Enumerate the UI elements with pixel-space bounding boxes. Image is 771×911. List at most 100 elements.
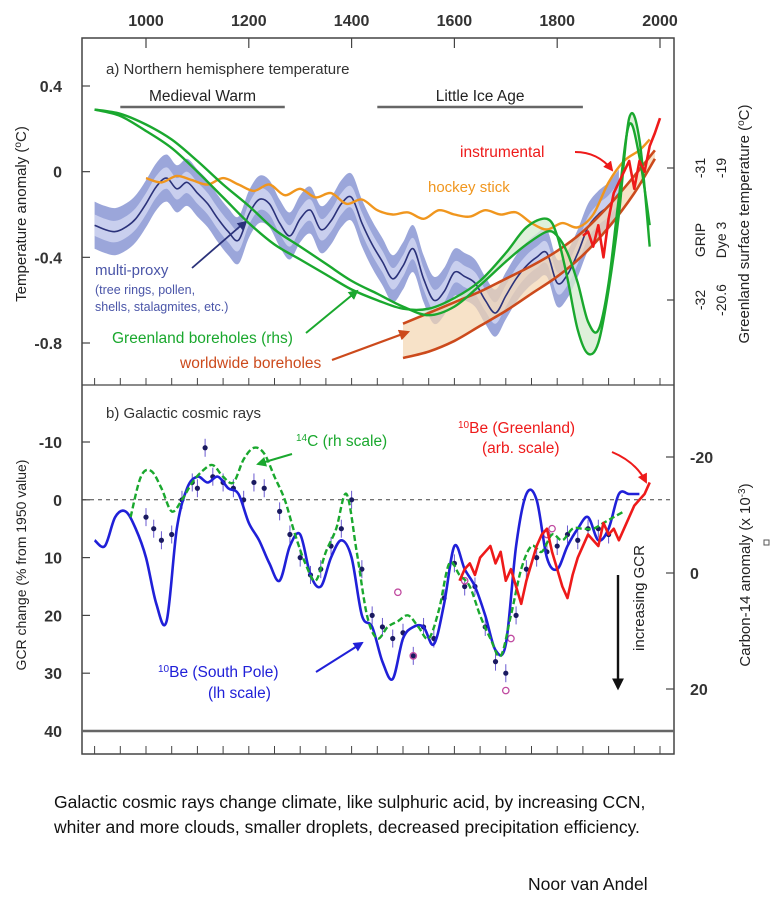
arrow-greenland <box>305 289 359 334</box>
x-axis-top: 1000 1200 1400 1600 1800 2000 <box>94 13 678 754</box>
b-ytick-label-20: 20 <box>44 608 62 625</box>
panel-a-plot <box>94 108 662 360</box>
data-point <box>277 508 283 514</box>
label-multi-proxy-detail-2: shells, stalagmites, etc.) <box>95 300 228 314</box>
period-label-1: Little Ice Age <box>436 88 525 105</box>
dye3-label: Dye 3 <box>713 222 729 259</box>
marker-point-0 <box>409 652 418 660</box>
label-hockey-stick: hockey stick <box>428 179 510 196</box>
panel-b-title: b) Galactic cosmic rays <box>106 405 261 422</box>
label-greenland-boreholes: Greenland boreholes (rhs) <box>112 330 293 347</box>
b-rtick-label-20: 20 <box>690 682 708 699</box>
data-point <box>202 445 208 451</box>
data-point <box>359 566 365 572</box>
worldwide-boreholes-upper <box>402 149 656 325</box>
x-tick-label-1000: 1000 <box>128 13 164 30</box>
panel-a-arrows <box>191 151 614 362</box>
b-ytick-label-30: 30 <box>44 666 62 683</box>
b-ytick-label-10: 10 <box>44 551 62 568</box>
panel-b-ylabel: GCR change (% from 1950 value) <box>13 460 29 671</box>
data-point <box>462 583 468 590</box>
c14-line <box>129 446 625 658</box>
data-point <box>143 514 149 520</box>
data-point <box>523 566 529 572</box>
x-tick-label-1800: 1800 <box>539 13 575 30</box>
marker-point-6 <box>460 576 469 585</box>
x-tick-label-1600: 1600 <box>437 13 473 30</box>
data-point <box>169 531 175 538</box>
data-point <box>534 555 540 561</box>
be10-south-pole-line <box>93 475 640 682</box>
label-multi-proxy-detail-1: (tree rings, pollen, <box>95 283 195 297</box>
grip-tick-bottom: -32 <box>692 290 708 310</box>
x-tick-label-1400: 1400 <box>334 13 370 30</box>
marker-point-5 <box>548 524 556 533</box>
x-tick-label-2000: 2000 <box>642 13 678 30</box>
period-label-0: Medieval Warm <box>149 88 256 105</box>
data-point <box>158 537 165 543</box>
marker-point-1 <box>394 588 402 597</box>
data-point <box>194 485 200 491</box>
instrumental-line <box>582 117 662 259</box>
label-increasing-gcr: increasing GCR <box>631 545 648 651</box>
b-ytick-label--10: -10 <box>39 435 62 452</box>
hockey-stick-line <box>145 138 651 231</box>
label-c14: 14C (rh scale) <box>296 433 387 451</box>
grip-label: GRIP <box>692 223 708 257</box>
label-be10-south-pole-scale: (lh scale) <box>208 685 271 702</box>
edge-marker <box>763 539 770 546</box>
b-rtick-label-0: 0 <box>690 566 699 583</box>
panel-b-plot <box>93 438 651 695</box>
panel-a-temperature: a) Northern hemisphere temperature Medie… <box>13 61 754 372</box>
data-point <box>503 670 509 676</box>
arrow-worldwide <box>331 329 411 362</box>
figure-frame <box>81 37 675 755</box>
label-multi-proxy: multi-proxy <box>95 262 169 279</box>
label-worldwide-boreholes: worldwide boreholes <box>179 355 322 372</box>
label-be10-south-pole: 10Be (South Pole) <box>158 664 279 682</box>
dye3-tick-top: -19 <box>713 158 729 178</box>
panel-b-rhs-ticks: -20 0 20 <box>666 450 713 699</box>
dye3-tick-bottom: -20.6 <box>713 284 729 316</box>
period-markers: Medieval Warm Little Ice Age <box>120 88 583 109</box>
data-point <box>261 485 267 491</box>
label-be10-greenland-scale: (arb. scale) <box>482 440 560 457</box>
arrow-be10-greenland <box>611 451 647 484</box>
data-point <box>287 531 293 538</box>
worldwide-shading <box>403 150 655 358</box>
greenland-boreholes-lower <box>94 108 651 356</box>
x-tick-label-1200: 1200 <box>231 13 267 30</box>
arrow-instrumental <box>574 151 614 172</box>
panel-a-rhs-label: Greenland surface temperature (oC) <box>736 104 754 343</box>
a-ytick-label-0: 0 <box>53 165 62 182</box>
data-point <box>369 612 375 619</box>
panel-a-ylabel: Temperature anomaly (oC) <box>13 126 31 302</box>
marker-point-2 <box>501 686 510 695</box>
be10-greenland-line <box>458 481 651 606</box>
arrow-be10-south-pole <box>315 641 364 673</box>
panel-b-rhs-label: Carbon-14 anomaly (x 10-3) <box>737 483 755 666</box>
a-ytick-label-0.4: 0.4 <box>40 79 62 96</box>
arrow-multi-proxy <box>191 220 247 269</box>
data-point <box>251 479 257 486</box>
greenland-shading <box>403 113 650 355</box>
figure-caption: Galactic cosmic rays change climate, lik… <box>54 792 646 837</box>
data-point <box>513 612 519 619</box>
multi-proxy-band-inner <box>94 167 619 324</box>
data-point <box>338 526 344 532</box>
grip-tick-top: -31 <box>692 158 708 178</box>
data-point <box>575 537 581 543</box>
b-rtick-label--20: -20 <box>690 450 713 467</box>
marker-point-3 <box>507 634 515 643</box>
panel-a-y-ticks: 0.4 0 -0.4 -0.8 <box>34 79 674 353</box>
arrow-c14 <box>256 453 293 467</box>
panel-b-cosmic-rays: b) Galactic cosmic rays -10 0 10 20 30 40 GCR… <box>13 405 754 741</box>
multi-proxy-line <box>94 177 620 314</box>
climate-figure: 1000 1200 1400 1600 1800 2000 a) Northern hem… <box>13 13 770 755</box>
a-ytick-label--0.4: -0.4 <box>34 250 62 267</box>
data-point <box>297 555 303 561</box>
label-be10-greenland: 10Be (Greenland) <box>458 420 575 438</box>
data-point <box>554 543 560 549</box>
data-point <box>151 526 157 532</box>
panel-b-arrows <box>256 451 647 691</box>
